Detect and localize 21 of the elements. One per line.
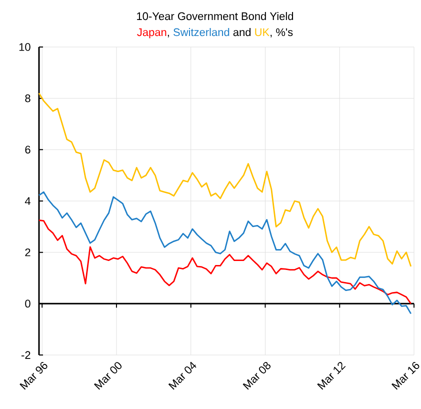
x-tick-label: Mar 04 (168, 362, 196, 390)
x-tick-label: Mar 00 (94, 362, 122, 390)
y-tick-label: -2 (22, 351, 30, 359)
y-tick-label: 8 (25, 94, 30, 102)
x-tick-label: Mar 16 (392, 362, 420, 390)
x-tick-label: Mar 96 (20, 362, 48, 390)
text: and (233, 28, 251, 36)
text: Switzerland (173, 28, 230, 36)
chart-title: 10-Year Government Bond Yield (137, 12, 294, 20)
y-tick-label: 6 (25, 146, 30, 154)
y-tick-label: 2 (25, 248, 30, 256)
x-tick-label: Mar 12 (317, 362, 346, 390)
text: , (168, 34, 169, 38)
text: , %'s (270, 28, 293, 38)
y-tick-label: 10 (19, 43, 30, 51)
line-series (38, 191, 412, 314)
y-tick-label: 0 (25, 300, 30, 308)
text: UK (255, 28, 270, 36)
x-tick-label: Mar 08 (242, 362, 271, 390)
text: Japan (137, 28, 166, 38)
y-tick-label: 4 (24, 197, 30, 205)
